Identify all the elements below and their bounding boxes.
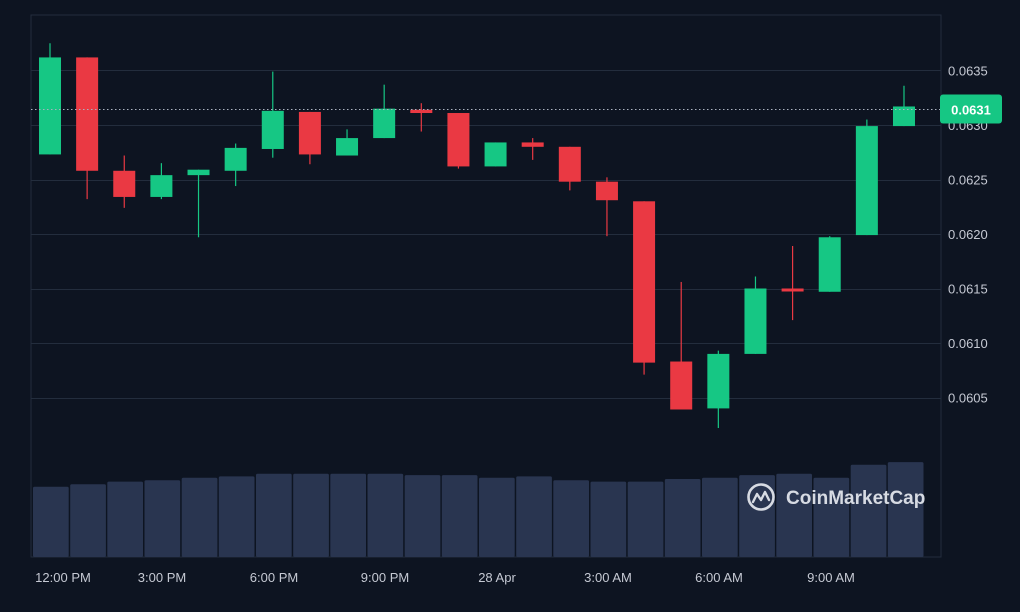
candle-up [187,169,210,238]
current-price-label: 0.0631 [951,103,991,118]
candle-down [521,138,544,160]
candle-down [595,177,618,237]
volume-bar [516,476,552,557]
volume-bar [441,475,478,557]
brand-watermark: CoinMarketCap [747,483,925,511]
y-tick-label: 0.0635 [948,64,988,79]
candle-down [76,57,99,200]
current-price-marker: 0.0631 [31,94,1002,124]
volume-bar [553,480,589,557]
candle-body [113,170,136,197]
grid-layer [30,14,942,558]
candle-body [855,126,878,236]
x-tick-label: 3:00 PM [138,570,186,585]
y-tick-label: 0.0625 [948,173,988,188]
volume-bar [218,476,255,557]
candle-up [744,276,767,354]
volume-bar [887,462,924,557]
candle-body [633,201,656,363]
y-tick-label: 0.0620 [948,227,988,242]
candle-body [892,106,915,127]
volume-bar [330,473,366,557]
volume-bar [776,473,812,557]
candle-layer [39,43,915,429]
candle-body [707,353,730,409]
volume-bar [367,473,404,557]
volume-bar [850,464,887,557]
candle-up [818,236,841,292]
candle-up [484,142,507,167]
candle-body [521,142,544,147]
candle-up [261,71,284,158]
candle-body [150,175,173,197]
candle-up [224,143,247,187]
x-tick-label: 6:00 PM [250,570,298,585]
volume-layer [33,462,924,557]
current-price-tag [940,94,1002,124]
candle-up [336,129,359,156]
candle-down [447,113,470,169]
candle-up [892,85,915,127]
y-tick-label: 0.0605 [948,391,988,406]
candle-up [707,350,730,429]
volume-bar [256,473,292,557]
brand-name: CoinMarketCap [786,488,925,509]
candle-body [595,181,618,201]
candle-body [484,142,507,167]
x-tick-label: 3:00 AM [584,570,632,585]
coinmarketcap-logo-icon [747,483,775,511]
candle-body [224,147,247,171]
volume-bar [33,486,69,557]
volume-bar [70,484,106,557]
candle-down [781,245,804,321]
candle-body [670,361,693,410]
candle-down [558,146,581,191]
candle-body [298,111,321,155]
candle-up [373,84,396,139]
candle-body [336,138,359,156]
candle-up [150,163,173,200]
y-tick-label: 0.0615 [948,282,988,297]
volume-bar [664,479,701,557]
x-axis: 12:00 PM 3:00 PM 6:00 PM 9:00 PM 28 Apr 3:00 … [35,570,855,585]
candle-body [261,110,284,149]
candle-body [818,237,841,292]
x-tick-label: 9:00 AM [807,570,855,585]
volume-bar [590,481,627,557]
candle-body [76,57,99,171]
y-tick-label: 0.0610 [948,336,988,351]
volume-bar [181,477,218,557]
x-tick-label: 6:00 AM [695,570,743,585]
volume-bar [479,477,515,557]
volume-bar [144,480,181,557]
volume-bar [107,481,143,557]
candle-body [373,108,396,139]
candle-body [447,113,470,167]
candle-body [744,288,767,354]
x-tick-label: 9:00 PM [361,570,409,585]
candle-up [39,43,61,155]
volume-bar [627,481,664,557]
candle-body [187,169,210,176]
x-tick-label: 28 Apr [478,570,516,585]
candle-body [39,57,61,155]
candle-down [298,111,321,165]
candle-up [855,119,878,236]
volume-bar [293,473,329,557]
candle-down [113,155,136,208]
candle-down [670,281,693,410]
volume-bar [702,477,738,557]
candle-down [410,103,433,132]
candle-down [633,201,656,375]
x-tick-label: 12:00 PM [35,570,91,585]
candle-body [781,288,804,292]
candle-body [410,109,433,114]
volume-bar [813,477,850,557]
candle-body [558,146,581,182]
volume-bar [404,475,441,557]
